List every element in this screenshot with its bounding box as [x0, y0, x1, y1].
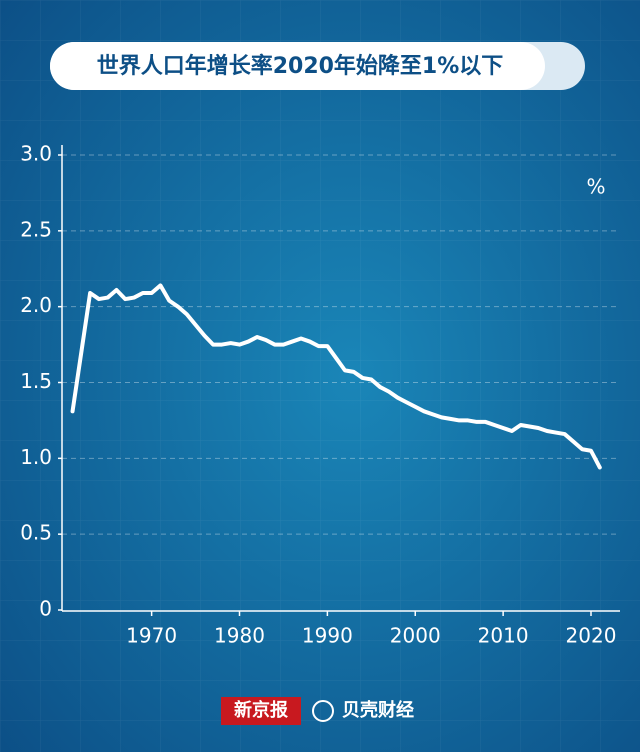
y-tick-label: 1.5 [20, 369, 52, 393]
brand-2: 贝壳财经 [342, 699, 414, 721]
unit-label: % [586, 175, 605, 199]
data-line [70, 283, 602, 470]
y-tick-label: 1.0 [20, 445, 52, 469]
y-tick-label: 0.5 [20, 521, 52, 545]
x-tick-label: 1980 [214, 624, 265, 648]
y-tick-label: 2.5 [20, 217, 52, 241]
chart-title: 世界人口年增长率2020年始降至1%以下 [97, 53, 504, 79]
brand-box [221, 697, 301, 725]
y-tick-label: 3.0 [20, 142, 52, 166]
x-tick-label: 1990 [302, 624, 353, 648]
y-tick-label: 2.0 [20, 293, 52, 317]
x-tick-label: 2020 [566, 624, 617, 648]
x-tick-label: 2000 [390, 624, 441, 648]
brand-1: 新京报 [234, 699, 288, 721]
brand-icon [312, 700, 334, 722]
y-tick-label: 0 [39, 597, 52, 621]
x-tick-label: 1970 [126, 624, 177, 648]
x-tick-label: 2010 [478, 624, 529, 648]
title-pill [50, 42, 545, 90]
